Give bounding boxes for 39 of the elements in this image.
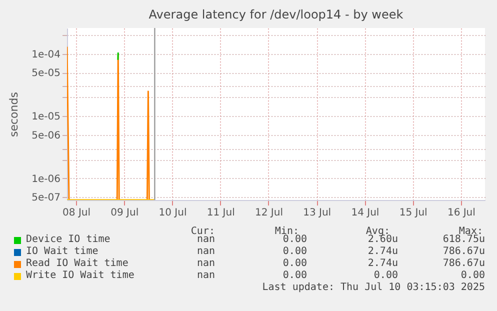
chart-title: Average latency for /dev/loop14 - by week (148, 7, 404, 22)
y-axis-title: seconds (8, 92, 21, 137)
text: 2.74u (368, 246, 398, 257)
text: 2.74u (368, 258, 398, 269)
x-tick-label: 12 Jul (255, 208, 283, 218)
text: 0.00 (374, 270, 398, 281)
text: nan (196, 246, 215, 257)
legend-label: Write IO Wait time (26, 270, 134, 281)
x-tick-label: 11 Jul (206, 208, 235, 218)
y-tick-label: 5e-05 (32, 68, 60, 80)
x-tick-label: 08 Jul (62, 208, 91, 218)
text: 786.67u (442, 258, 485, 269)
x-tick-label: 14 Jul (351, 208, 380, 218)
text: 618.75u (442, 234, 485, 245)
text: 0.00 (282, 246, 307, 257)
x-tick-label: 10 Jul (158, 208, 187, 218)
text: nan (196, 270, 215, 281)
y-tick-label: 5e-07 (32, 192, 60, 204)
legend-label: Read IO Wait time (26, 258, 128, 269)
text: 0.00 (282, 234, 307, 245)
text: Last update: Thu Jul 10 03:15:03 2025 (262, 282, 485, 293)
text: Cur: (190, 226, 215, 237)
text: 0.00 (282, 258, 307, 269)
text: nan (196, 258, 215, 269)
legend-label: Device IO time (26, 234, 110, 245)
text: nan (196, 234, 215, 245)
y-tick-label: 1e-05 (32, 112, 60, 123)
x-tick-label: 16 Jul (447, 208, 476, 218)
y-tick-label: 1e-04 (32, 49, 60, 60)
text: 2.60u (368, 234, 398, 245)
legend-label: IO Wait time (26, 246, 98, 257)
text: 0.00 (460, 270, 485, 281)
x-tick-label: 15 Jul (399, 208, 428, 218)
x-tick-label: 09 Jul (110, 208, 139, 218)
x-tick-label: 13 Jul (303, 208, 332, 218)
text: 786.67u (442, 246, 485, 257)
y-tick-label: 1e-06 (32, 174, 60, 185)
y-tick-label: 5e-06 (32, 130, 60, 142)
text: 0.00 (282, 270, 307, 281)
